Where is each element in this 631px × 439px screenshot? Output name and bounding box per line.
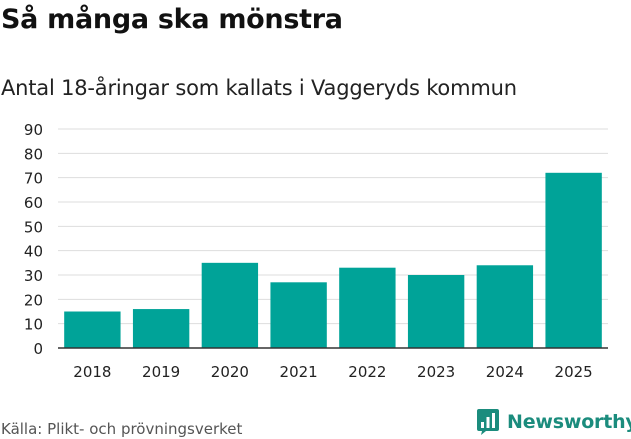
y-tick-label: 70 — [24, 170, 43, 188]
bar-2019 — [132, 309, 190, 348]
gridlines — [58, 128, 608, 325]
y-tick-label: 60 — [24, 194, 43, 212]
x-tick-label: 2023 — [417, 363, 455, 381]
y-tick-label: 40 — [24, 243, 43, 261]
newsworthy-chart-icon — [477, 409, 499, 435]
newsworthy-logo[interactable]: Newsworthy — [476, 407, 631, 437]
x-tick-label: 2021 — [280, 363, 318, 381]
y-tick-label: 90 — [24, 121, 43, 139]
y-tick-label: 0 — [33, 340, 43, 358]
y-tick-label: 20 — [24, 291, 43, 309]
bar-2018 — [64, 311, 121, 348]
y-tick-label: 50 — [24, 218, 43, 236]
bar-2021 — [270, 282, 327, 348]
x-tick-label: 2024 — [486, 363, 524, 381]
chart-title: Så många ska mönstra — [1, 4, 343, 35]
x-tick-label: 2025 — [555, 363, 593, 381]
chart-subtitle: Antal 18-åringar som kallats i Vaggeryds… — [1, 76, 517, 100]
source-note: Källa: Plikt- och prövningsverket — [1, 420, 243, 438]
y-tick-label: 10 — [24, 316, 43, 334]
bar-2024 — [476, 265, 534, 348]
brand-name: Newsworthy — [507, 411, 631, 433]
x-tick-label: 2018 — [73, 363, 111, 381]
bar-2020 — [201, 262, 259, 348]
y-tick-label: 30 — [24, 267, 43, 285]
bar-2023 — [407, 275, 465, 348]
y-tick-label: 80 — [24, 145, 43, 163]
x-tick-label: 2019 — [142, 363, 180, 381]
x-tick-label: 2020 — [211, 363, 249, 381]
bars — [64, 172, 602, 348]
bar-2025 — [545, 172, 602, 348]
bar-2022 — [339, 267, 396, 348]
x-axis-ticks: 2018 2019 2020 2021 2022 2023 2024 2025 — [73, 363, 592, 381]
x-tick-label: 2022 — [348, 363, 386, 381]
y-axis-ticks: 0 10 20 30 40 50 60 70 80 90 — [24, 121, 43, 358]
